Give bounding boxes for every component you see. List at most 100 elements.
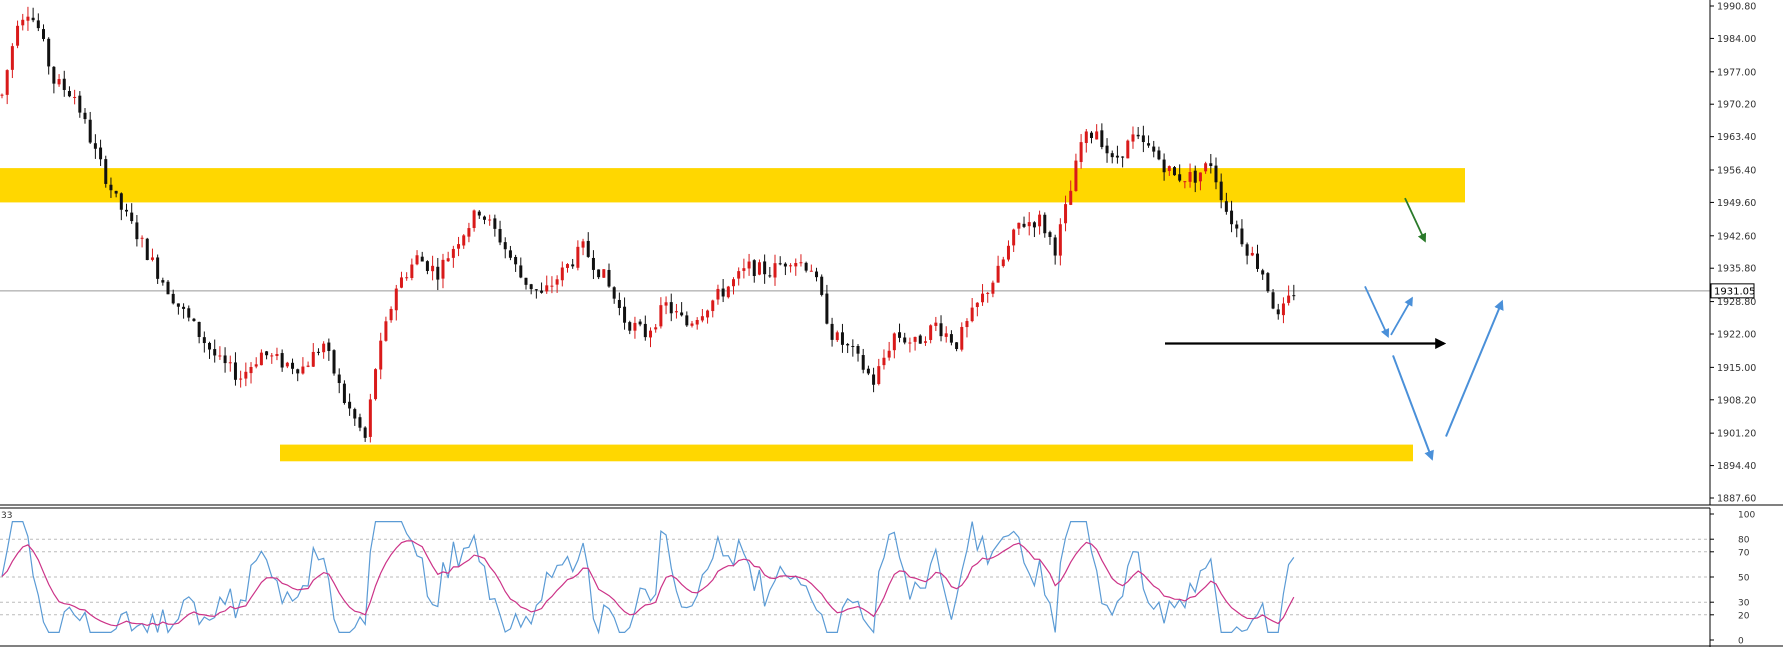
candle-body	[322, 343, 326, 353]
candle-body	[1126, 140, 1130, 159]
candle-body	[820, 276, 824, 295]
candle-body	[1131, 134, 1135, 142]
candle-body	[778, 263, 782, 265]
candle-body	[477, 211, 481, 216]
candle-body	[1193, 170, 1197, 183]
candle-body	[534, 289, 538, 291]
candle-body	[669, 302, 673, 314]
arrows-layer	[1165, 197, 1504, 461]
candle-body	[42, 29, 46, 39]
candle-body	[830, 323, 834, 340]
candle-body	[67, 91, 71, 97]
candle-body	[571, 264, 575, 267]
candle-body	[285, 362, 289, 367]
candle-body	[270, 355, 274, 357]
candle-body	[47, 38, 51, 67]
candle-body	[161, 280, 165, 283]
candle-body	[62, 78, 66, 90]
candle-body	[119, 193, 123, 210]
candle-body	[1038, 214, 1042, 227]
candle-body	[617, 299, 621, 308]
candle-body	[1178, 174, 1182, 181]
candle-body	[192, 318, 196, 322]
candle-body	[1271, 292, 1275, 309]
candle-body	[1115, 155, 1119, 158]
price-tick-label: 1928.80	[1717, 297, 1756, 308]
candle-body	[949, 334, 953, 343]
candle-body	[664, 302, 668, 306]
candle-body	[1224, 201, 1228, 212]
candle-body	[1292, 295, 1296, 297]
candle-body	[695, 320, 699, 325]
candle-body	[1281, 303, 1285, 316]
candle-body	[643, 323, 647, 338]
candle-body	[415, 255, 419, 265]
candle-body	[960, 326, 964, 350]
candle-body	[1235, 224, 1239, 229]
candle-body	[1084, 131, 1088, 144]
price-tick-label: 1942.60	[1717, 231, 1756, 242]
price-tick-label: 1984.00	[1717, 34, 1756, 45]
candle-body	[1022, 223, 1026, 227]
candle-body	[498, 228, 502, 243]
candle-body	[1027, 222, 1031, 227]
candle-body	[348, 401, 352, 409]
candle-body	[929, 325, 933, 340]
candle-body	[368, 399, 372, 437]
candle-body	[1266, 273, 1270, 292]
candle-body	[861, 355, 865, 370]
candle-body	[394, 288, 398, 311]
candle-body	[1032, 222, 1036, 228]
candle-body	[182, 306, 186, 309]
candle-body	[280, 353, 284, 368]
arrow-blue-up-large	[1445, 299, 1504, 437]
candle-body	[659, 305, 663, 327]
candle-body	[887, 350, 891, 358]
candle-body	[877, 366, 881, 384]
candle-body	[342, 383, 346, 403]
candle-body	[135, 222, 139, 240]
candle-body	[633, 322, 637, 331]
candle-body	[721, 288, 725, 297]
candle-body	[140, 237, 144, 239]
candle-body	[10, 46, 14, 70]
current-price-badge: 1931.05	[1710, 283, 1755, 299]
candle-body	[1250, 252, 1254, 256]
candle-body	[1147, 143, 1151, 146]
candle-body	[1043, 214, 1047, 234]
candle-body	[1183, 181, 1187, 183]
candle-body	[1245, 244, 1249, 256]
candle-body	[441, 259, 445, 279]
oscillator-tick-label: 70	[1738, 548, 1750, 558]
candle-body	[78, 95, 82, 113]
candle-body	[296, 369, 300, 374]
candle-body	[1012, 229, 1016, 246]
price-tick-label: 1894.40	[1717, 461, 1756, 472]
candle-body	[187, 308, 191, 318]
candle-body	[815, 271, 819, 278]
candle-body	[420, 256, 424, 262]
candle-body	[752, 260, 756, 276]
candle-body	[259, 352, 263, 366]
candle-body	[306, 365, 310, 367]
candle-body	[1141, 135, 1145, 143]
candle-body	[311, 351, 315, 367]
candle-body	[431, 265, 435, 272]
price-tick-label: 1963.40	[1717, 132, 1756, 143]
candle-body	[872, 374, 876, 385]
candle-body	[986, 292, 990, 294]
candle-body	[125, 209, 129, 212]
candle-body	[233, 362, 237, 380]
candle-body	[586, 240, 590, 257]
candle-body	[301, 366, 305, 374]
candle-body	[529, 284, 533, 290]
candle-body	[363, 427, 367, 438]
candle-body	[1095, 131, 1099, 140]
candle-body	[975, 302, 979, 308]
candle-body	[176, 303, 180, 307]
candle-body	[1172, 167, 1176, 176]
candle-body	[1276, 309, 1280, 315]
candle-body	[1162, 159, 1166, 173]
